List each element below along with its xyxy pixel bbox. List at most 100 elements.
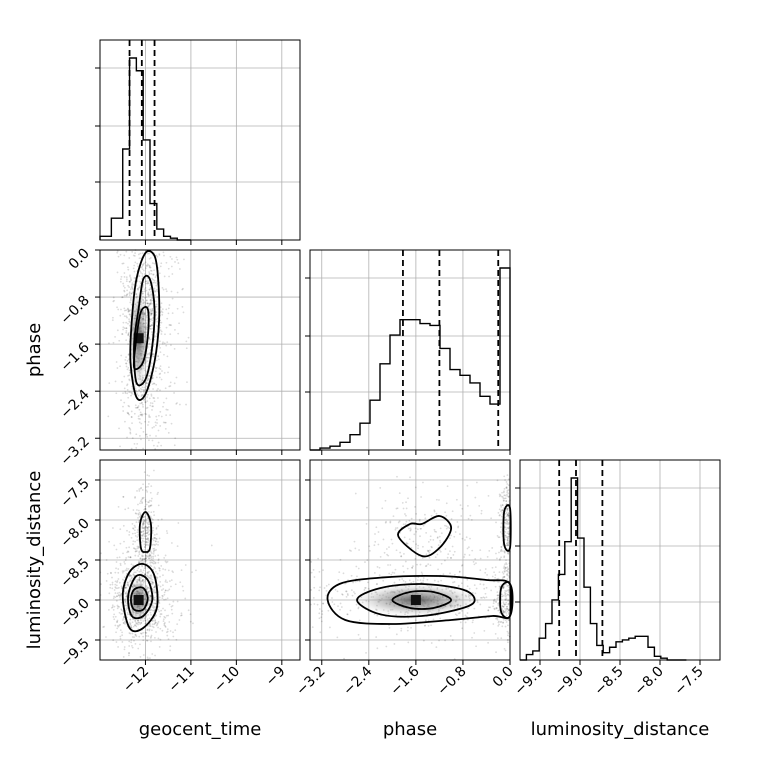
scatter-point	[125, 321, 128, 324]
scatter-point	[170, 324, 173, 327]
scatter-point	[123, 598, 126, 601]
scatter-point	[151, 620, 154, 622]
x-tick-label-geocent_time-0: −12	[120, 664, 152, 696]
scatter-point	[140, 559, 143, 562]
scatter-point	[340, 606, 343, 608]
scatter-point	[393, 581, 396, 584]
scatter-point	[139, 500, 142, 503]
scatter-point	[147, 377, 149, 380]
scatter-point	[142, 390, 145, 393]
scatter-point	[140, 395, 143, 398]
scatter-point	[479, 557, 482, 560]
scatter-point	[444, 524, 446, 527]
scatter-point	[140, 632, 143, 635]
scatter-point	[160, 321, 163, 324]
scatter-point	[123, 599, 126, 602]
scatter-point	[154, 300, 157, 303]
scatter-point	[169, 645, 172, 648]
x-tick-label-luminosity_distance-4: −7.5	[671, 664, 706, 699]
scatter-point	[148, 266, 151, 268]
scatter-point	[144, 526, 147, 529]
scatter-point	[106, 572, 109, 575]
scatter-point	[387, 564, 389, 566]
scatter-point	[149, 312, 152, 315]
scatter-point	[139, 411, 142, 414]
scatter-point	[317, 557, 320, 560]
scatter-point	[504, 592, 507, 595]
scatter-point	[129, 556, 132, 559]
scatter-point	[176, 600, 179, 603]
scatter-point	[144, 573, 146, 576]
scatter-point	[446, 556, 449, 559]
scatter-point	[141, 524, 144, 526]
scatter-point	[159, 638, 162, 641]
scatter-point	[143, 386, 146, 389]
scatter-point	[445, 525, 448, 528]
scatter-point	[125, 329, 128, 332]
scatter-point	[500, 522, 503, 525]
scatter-point	[187, 609, 190, 612]
scatter-point	[132, 564, 135, 567]
scatter-point	[145, 289, 148, 292]
scatter-point	[507, 515, 510, 517]
scatter-point	[507, 611, 510, 614]
scatter-point	[123, 616, 126, 619]
scatter-point	[171, 570, 174, 573]
scatter-point	[114, 624, 117, 627]
scatter-point	[458, 571, 461, 573]
scatter-point	[507, 593, 510, 596]
scatter-point	[475, 481, 478, 484]
scatter-point	[157, 540, 159, 543]
scatter-point	[151, 297, 154, 300]
scatter-point	[141, 523, 144, 525]
scatter-point	[429, 538, 432, 541]
scatter-point	[129, 618, 132, 621]
scatter-point	[142, 516, 145, 518]
scatter-point	[426, 549, 429, 552]
scatter-point	[473, 563, 476, 566]
scatter-point	[145, 639, 148, 642]
scatter-point	[149, 577, 152, 580]
scatter-point	[144, 261, 147, 264]
scatter-point	[172, 631, 174, 634]
scatter-point	[439, 550, 442, 553]
scatter-point	[144, 535, 147, 538]
scatter-point	[128, 413, 131, 416]
scatter-point	[146, 555, 149, 558]
scatter-point	[153, 382, 156, 385]
scatter-point	[180, 614, 182, 617]
scatter-point	[496, 607, 498, 610]
scatter-point	[153, 596, 156, 599]
scatter-point	[158, 345, 160, 347]
scatter-point	[163, 622, 166, 625]
scatter-point	[473, 607, 476, 610]
scatter-point	[158, 569, 161, 572]
scatter-point	[140, 388, 143, 391]
scatter-point	[128, 286, 131, 289]
scatter-point	[505, 566, 508, 569]
scatter-point	[146, 302, 149, 305]
scatter-point	[154, 335, 156, 337]
scatter-point	[120, 609, 123, 612]
scatter-point	[141, 558, 144, 561]
scatter-point	[133, 639, 135, 642]
scatter-point	[148, 374, 151, 377]
scatter-point	[115, 361, 118, 363]
scatter-point	[365, 522, 368, 525]
scatter-point	[382, 579, 385, 582]
scatter-point	[164, 568, 167, 571]
scatter-point	[147, 635, 150, 637]
scatter-point	[426, 578, 429, 581]
scatter-point	[422, 639, 425, 642]
scatter-point	[140, 391, 142, 393]
scatter-point	[134, 252, 137, 254]
scatter-point	[149, 554, 152, 557]
scatter-point	[487, 609, 490, 612]
scatter-point	[479, 549, 482, 552]
scatter-point	[364, 561, 366, 563]
scatter-point	[167, 589, 169, 592]
scatter-point	[158, 596, 161, 599]
scatter-point	[498, 551, 500, 554]
scatter-point	[504, 607, 506, 610]
scatter-point	[157, 559, 160, 562]
